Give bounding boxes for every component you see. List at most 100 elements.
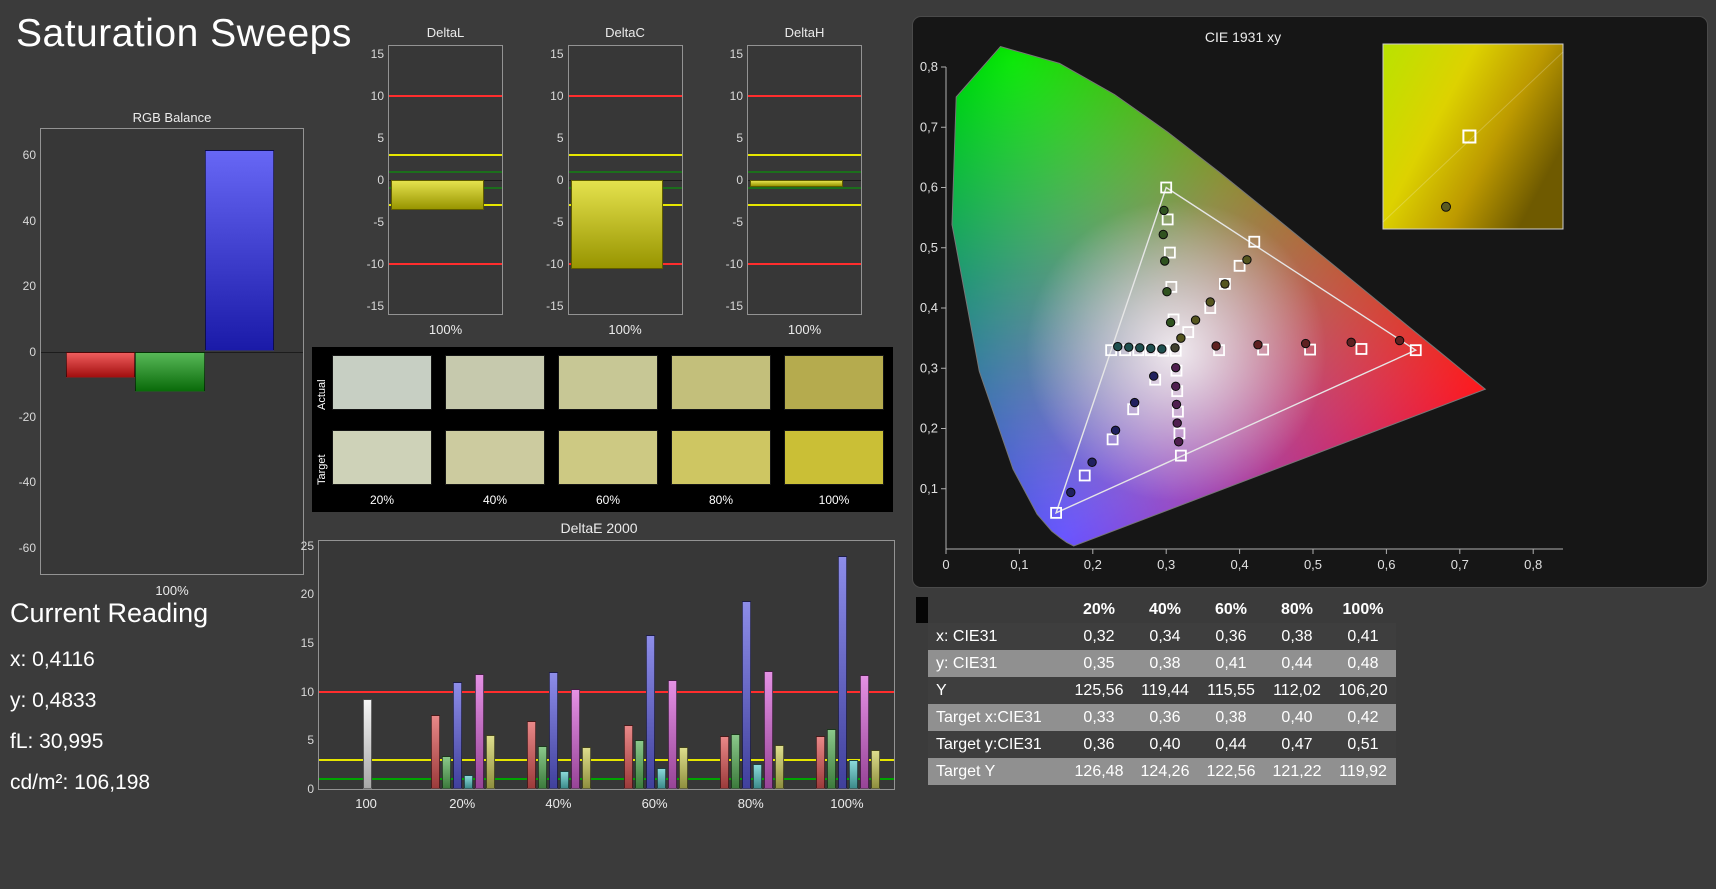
- table-row: y: CIE31 0,35 0,38 0,41 0,44 0,48: [928, 650, 1396, 677]
- swatch-actual-40%: [445, 355, 545, 410]
- measurement-dot-yellow: [1220, 279, 1230, 289]
- measurement-dot-cyan: [1157, 344, 1167, 354]
- target-marker-yellow: [1182, 326, 1195, 339]
- deltae-bar-100%-green: [826, 728, 836, 789]
- x-tick-label: 0,2: [1084, 557, 1102, 572]
- y-tick-label: 10: [550, 89, 564, 104]
- deltae-bar-20%-blue: [453, 682, 463, 789]
- measurement-dot-red: [1211, 341, 1221, 351]
- delta-plot: 15 10 5 0 -5 -10 -15: [546, 45, 683, 315]
- deltae-bar-60%-blue: [645, 635, 655, 789]
- cell: 0,32: [1066, 623, 1132, 650]
- deltae-bar-60%-green: [634, 740, 644, 789]
- x-tick-label: 0: [942, 557, 949, 572]
- deltae2000-plot: 25 20 15 10 5 0: [301, 539, 895, 796]
- y-tick-label: 0,6: [920, 180, 938, 195]
- y-tick-label: -20: [18, 409, 36, 424]
- y-tick-label: 0,3: [920, 360, 938, 375]
- x-tick-label: 0,3: [1157, 557, 1175, 572]
- reference-line: [568, 171, 682, 173]
- measurement-dot-cyan: [1146, 343, 1156, 354]
- reference-line: [748, 171, 861, 173]
- target-marker-yellow: [1219, 277, 1231, 290]
- swatch-target-80%: [671, 430, 771, 485]
- y-tick-label: 0,7: [920, 119, 938, 134]
- deltae-bar-80%-green: [730, 733, 740, 789]
- deltae-bar-60%-cyan: [656, 767, 666, 789]
- cell: 0,40: [1264, 704, 1330, 731]
- cie-zoom-inset: [1382, 43, 1564, 230]
- y-tick-label: -5: [373, 214, 384, 229]
- deltae-bar-40%-cyan: [560, 770, 570, 789]
- x-tick-label: 0,7: [1451, 557, 1469, 572]
- column-header: [928, 596, 1066, 623]
- inset-markers: [1441, 129, 1477, 212]
- target-marker-green: [1163, 246, 1176, 259]
- measurement-dot-green: [1159, 205, 1169, 216]
- target-marker-yellow: [1233, 259, 1246, 272]
- y-tick-label: -5: [552, 214, 564, 229]
- row-label: Target x:CIE31: [928, 704, 1066, 731]
- measurement-dot-green: [1165, 317, 1176, 328]
- cell: 0,40: [1132, 731, 1198, 758]
- reference-line: [748, 187, 861, 189]
- delta-chart-deltal: DeltaL 15 10 5 0 -5 -10 -15 100%: [352, 25, 505, 350]
- deltae-bar-80%-yellow: [774, 745, 784, 789]
- y-tick-label: -15: [546, 298, 564, 313]
- measurement-dot-magenta: [1171, 399, 1182, 410]
- measurement-dot-yellow: [1190, 315, 1201, 325]
- reference-line: [319, 758, 894, 761]
- delta-charts-group: DeltaL 15 10 5 0 -5 -10 -15 100% DeltaC 15 10 5 0 -5 -1…: [352, 25, 897, 355]
- y-tick-label: 15: [370, 47, 384, 62]
- y-tick-label: 10: [729, 89, 743, 104]
- cell: 106,20: [1330, 677, 1396, 704]
- measurement-dot-magenta: [1173, 437, 1184, 447]
- y-tick-label: 0: [29, 344, 36, 359]
- measurement-dot-green: [1160, 256, 1170, 266]
- x-tick-label: 0,8: [1524, 557, 1542, 572]
- cie-chromaticity-diagram: 0 0,1 0,2 0,3 0,4 0,5 0,6 0,7 0,8 0,1 0,2 0,3 0,4 0,5…: [920, 43, 1564, 572]
- cell: 0,33: [1066, 704, 1132, 731]
- table-row: Target x:CIE31 0,33 0,36 0,38 0,40 0,42: [928, 704, 1396, 731]
- x-axis-label: 100%: [428, 322, 463, 337]
- swatch-actual-80%: [671, 355, 771, 410]
- deltae-bar-40%-green: [538, 746, 548, 789]
- swatch-target-40%: [445, 430, 545, 485]
- swatch-row-label: Actual: [316, 379, 328, 410]
- cell: 119,92: [1330, 758, 1396, 785]
- y-tick-label: 15: [550, 47, 564, 62]
- cell: 0,42: [1330, 704, 1396, 731]
- target-marker-red: [1355, 343, 1368, 355]
- y-tick-label: 10: [370, 89, 384, 104]
- table-row: x: CIE31 0,32 0,34 0,36 0,38 0,41: [928, 623, 1396, 650]
- measurement-dot-white: [1170, 343, 1180, 353]
- table-row: Target y:CIE31 0,36 0,40 0,44 0,47 0,51: [928, 731, 1396, 758]
- target-marker-green: [1160, 181, 1173, 194]
- y-tick-label: 10: [300, 684, 314, 699]
- reference-line: [748, 204, 861, 207]
- y-tick-label: 0,4: [920, 300, 938, 315]
- x-tick-label: 0,1: [1010, 557, 1028, 572]
- measurement-dot-cyan: [1124, 342, 1134, 352]
- y-tick-label: -10: [366, 256, 384, 271]
- cell: 121,22: [1264, 758, 1330, 785]
- target-marker-blue: [1106, 433, 1119, 446]
- y-tick-label: -10: [546, 256, 564, 271]
- rgb-balance-plot: 60 40 20 0 -20 -40 -60: [19, 128, 304, 575]
- measurement-dot-cyan: [1135, 343, 1145, 353]
- cell: 0,47: [1264, 731, 1330, 758]
- measurement-dot-magenta: [1171, 362, 1181, 373]
- cell: 122,56: [1198, 758, 1264, 785]
- reference-line: [748, 153, 861, 156]
- cell: 0,36: [1066, 731, 1132, 758]
- reference-line: [568, 153, 682, 156]
- measurement-dot-red: [1300, 338, 1311, 349]
- x-tick-label: 0,4: [1231, 557, 1249, 572]
- swatch-actual-60%: [558, 355, 658, 410]
- deltae-bar-40%-yellow: [582, 747, 592, 789]
- column-header: 80%: [1280, 600, 1314, 618]
- reference-line: [389, 262, 502, 265]
- deltae-bar-80%-red: [719, 736, 729, 789]
- measurement-dot-red: [1346, 337, 1356, 348]
